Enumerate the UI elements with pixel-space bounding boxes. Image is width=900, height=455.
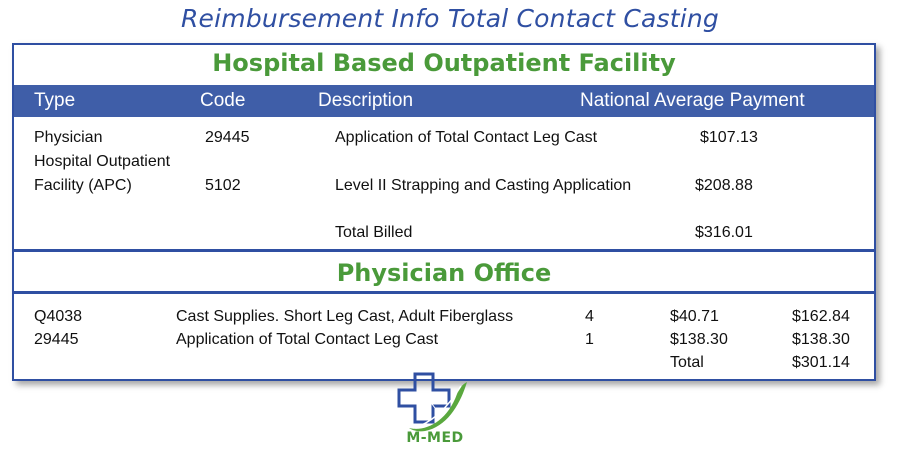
header-code: Code [200,90,246,111]
office-row-2-qty: 1 [585,331,594,348]
office-row-1-code: Q4038 [34,308,83,325]
office-row-2-amount: $138.30 [792,331,850,348]
hospital-row-2-type-line2: Facility (APC) [34,177,132,194]
hospital-row-1-code: 29445 [205,129,250,146]
office-row-1-unit: $40.71 [670,308,719,325]
header-type: Type [34,90,76,111]
office-section-title: Physician Office [336,259,552,287]
hospital-section-title: Hospital Based Outpatient Facility [212,49,676,77]
hospital-row-1-description: Application of Total Contact Leg Cast [335,129,598,146]
hospital-row-2-code: 5102 [205,177,241,194]
office-row-2-unit: $138.30 [670,331,728,348]
office-row-1-description: Cast Supplies. Short Leg Cast, Adult Fib… [176,308,514,325]
office-row-2-code: 29445 [34,331,79,348]
office-row-1-amount: $162.84 [792,308,850,325]
office-total-label: Total [670,354,704,371]
section-divider [14,291,874,294]
logo-text: M-MED [406,430,464,446]
section-divider [14,249,874,252]
office-row-2-description: Application of Total Contact Leg Cast [176,331,439,348]
office-row-1-qty: 4 [585,308,594,325]
hospital-row-2-description: Level II Strapping and Casting Applicati… [335,177,632,194]
header-description: Description [318,90,414,111]
office-total-value: $301.14 [792,354,850,371]
hospital-total-value: $316.01 [695,224,753,241]
table-header: Type Code Description National Average P… [14,85,874,117]
hospital-row-1-type: Physician [34,129,103,146]
reimbursement-table: Hospital Based Outpatient Facility Type … [12,43,876,381]
hospital-row-2-payment: $208.88 [695,177,753,194]
hospital-row-1-payment: $107.13 [700,129,758,146]
header-payment: National Average Payment [580,90,805,111]
hospital-total-label: Total Billed [335,224,413,241]
page-title: Reimbursement Info Total Contact Casting [180,4,719,33]
hospital-row-2-type-line1: Hospital Outpatient [34,153,171,170]
medical-cross-leaf-icon [397,372,467,432]
